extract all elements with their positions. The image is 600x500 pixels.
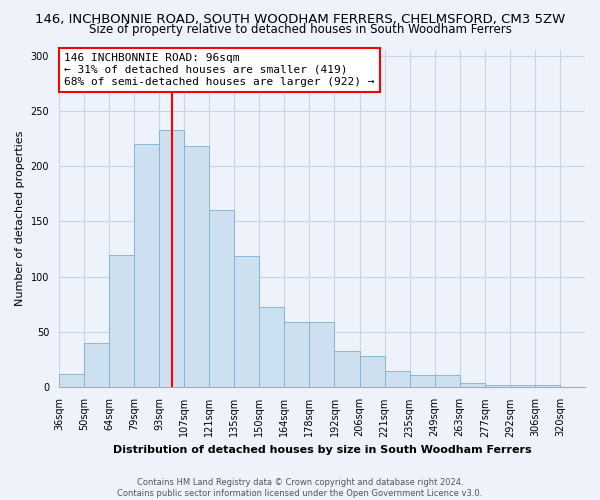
Bar	[334, 351, 359, 388]
Bar	[510, 385, 535, 388]
Bar	[535, 385, 560, 388]
Bar	[434, 376, 460, 388]
Bar	[59, 374, 84, 388]
X-axis label: Distribution of detached houses by size in South Woodham Ferrers: Distribution of detached houses by size …	[113, 445, 531, 455]
Bar	[410, 376, 434, 388]
Text: 146, INCHBONNIE ROAD, SOUTH WOODHAM FERRERS, CHELMSFORD, CM3 5ZW: 146, INCHBONNIE ROAD, SOUTH WOODHAM FERR…	[35, 12, 565, 26]
Bar	[159, 130, 184, 388]
Bar	[284, 322, 310, 388]
Bar	[485, 385, 510, 388]
Bar	[109, 254, 134, 388]
Text: Size of property relative to detached houses in South Woodham Ferrers: Size of property relative to detached ho…	[89, 22, 511, 36]
Bar	[385, 371, 410, 388]
Bar	[184, 146, 209, 388]
Bar	[134, 144, 159, 388]
Bar	[259, 306, 284, 388]
Bar	[84, 343, 109, 388]
Text: Contains HM Land Registry data © Crown copyright and database right 2024.
Contai: Contains HM Land Registry data © Crown c…	[118, 478, 482, 498]
Text: 146 INCHBONNIE ROAD: 96sqm
← 31% of detached houses are smaller (419)
68% of sem: 146 INCHBONNIE ROAD: 96sqm ← 31% of deta…	[64, 54, 374, 86]
Bar	[460, 383, 485, 388]
Bar	[359, 356, 385, 388]
Y-axis label: Number of detached properties: Number of detached properties	[15, 131, 25, 306]
Bar	[310, 322, 334, 388]
Bar	[209, 210, 234, 388]
Bar	[234, 256, 259, 388]
